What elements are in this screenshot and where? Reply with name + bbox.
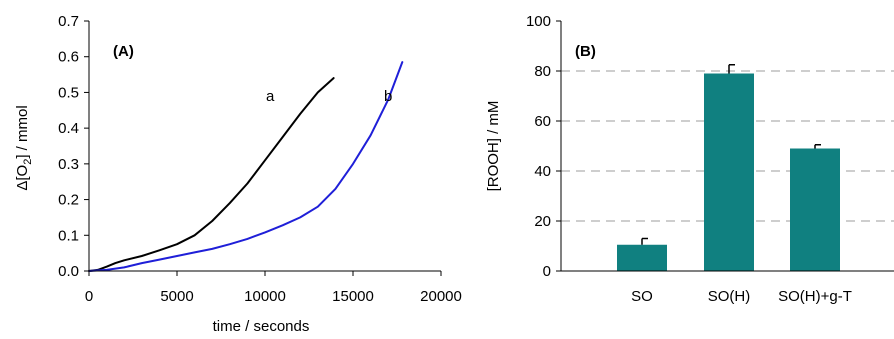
y-title-part-1: Δ[O — [14, 165, 31, 191]
panel-a-y-tick-label: 0.4 — [58, 120, 79, 137]
panel-a-y-tick-label: 0.2 — [58, 192, 79, 209]
bar-2 — [790, 148, 840, 271]
panel-b-category-label: SO(H) — [708, 288, 751, 305]
panel-b-y-tick-label: 60 — [534, 113, 551, 130]
panel-a-y-tick-label: 0.0 — [58, 263, 79, 280]
panel-b-y-tick-label: 20 — [534, 213, 551, 230]
panel-b-label: (B) — [575, 43, 596, 60]
y-title-subscript: 2 — [22, 159, 34, 165]
series-b-label: b — [384, 88, 392, 105]
panel-a-ticks: 0.0 0.1 0.2 0.3 0.4 0.5 0.6 0.7 0 5000 10000 15000 2… — [58, 13, 462, 305]
panel-a-y-tick-label: 0.6 — [58, 49, 79, 66]
panel-a-plot-area — [88, 61, 404, 272]
panel-b-y-tick-label: 0 — [543, 263, 551, 280]
panel-b-y-tick-label: 100 — [526, 13, 551, 30]
panel-a-y-axis-title: Δ[O2] / mmol — [14, 105, 34, 190]
panel-b-category-label: SO(H)+g-T — [778, 288, 852, 305]
series-a-line — [88, 77, 335, 272]
panel-a-label: (A) — [113, 43, 134, 60]
panel-a-x-tick-label: 0 — [85, 288, 93, 305]
panel-a-y-tick-label: 0.3 — [58, 156, 79, 173]
panel-a-y-tick-label: 0.7 — [58, 13, 79, 30]
series-b-line — [88, 61, 404, 272]
bar-0 — [617, 244, 667, 271]
panel-b-ticks: 0 20 40 60 80 100 SO SO(H) SO(H)+g-T — [526, 13, 852, 305]
panel-b-category-label: SO — [631, 288, 653, 305]
panel-b-y-axis-title: [ROOH] / mM — [485, 101, 502, 192]
y-title-part-2: ] / mmol — [14, 105, 31, 158]
panel-a-y-tick-label: 0.5 — [58, 84, 79, 101]
panel-a-x-axis-title: time / seconds — [213, 318, 310, 335]
panel-a-y-tick-label: 0.1 — [58, 227, 79, 244]
panel-a-x-tick-label: 10000 — [244, 288, 286, 305]
panel-b-chart: 0 20 40 60 80 100 SO SO(H) SO(H)+g-T (B) [ROOH] … — [485, 13, 894, 305]
series-a-label: a — [266, 88, 275, 105]
panel-a-x-tick-label: 20000 — [420, 288, 462, 305]
panel-b-y-tick-label: 40 — [534, 163, 551, 180]
panel-a-x-tick-label: 15000 — [332, 288, 374, 305]
panel-b-bars — [617, 64, 840, 271]
panel-a-x-tick-label: 5000 — [160, 288, 193, 305]
bar-1 — [704, 73, 754, 271]
panel-b-y-tick-label: 80 — [534, 63, 551, 80]
panel-a-chart: 0.0 0.1 0.2 0.3 0.4 0.5 0.6 0.7 0 5000 10000 15000 2… — [14, 13, 462, 335]
